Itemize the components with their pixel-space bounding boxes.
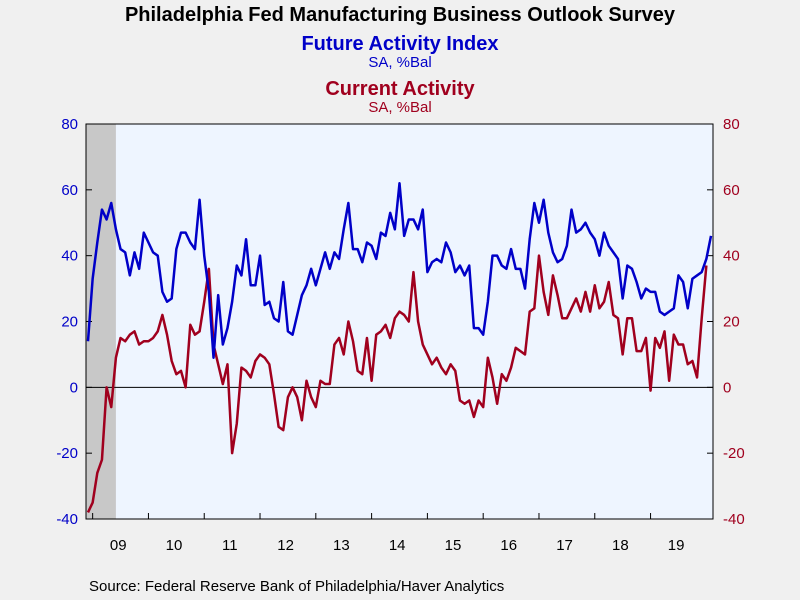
right-tick-label: 80 — [723, 116, 740, 133]
left-tick-label: 40 — [61, 248, 78, 265]
right-tick-label: -20 — [723, 445, 745, 462]
x-tick-label: 11 — [222, 537, 238, 554]
x-tick-label: 13 — [333, 537, 350, 554]
left-tick-label: 0 — [70, 379, 78, 396]
right-tick-label: 0 — [723, 379, 731, 396]
x-tick-label: 19 — [668, 537, 685, 554]
right-tick-label: 20 — [723, 314, 740, 331]
source-note: Source: Federal Reserve Bank of Philadel… — [89, 578, 504, 595]
right-tick-label: 60 — [723, 182, 740, 199]
series-line-current — [86, 254, 708, 513]
right-axis: -40 -20 0 20 40 60 80 — [707, 116, 745, 528]
right-tick-label: 40 — [723, 248, 740, 265]
x-tick-label: 09 — [110, 537, 127, 554]
chart-title: Philadelphia Fed Manufacturing Business … — [125, 4, 676, 26]
x-tick-label: 18 — [612, 537, 629, 554]
left-tick-label: -40 — [56, 511, 78, 528]
series-units-current: SA, %Bal — [368, 99, 431, 116]
x-tick-label: 16 — [500, 537, 517, 554]
x-tick-label: 12 — [277, 537, 294, 554]
x-tick-label: 14 — [389, 537, 406, 554]
x-axis: 09 10 11 12 13 14 15 16 17 18 19 — [92, 513, 685, 554]
series-line-future — [86, 182, 713, 359]
left-tick-label: 20 — [61, 314, 78, 331]
series-title-current: Current Activity — [325, 78, 475, 100]
left-tick-label: 60 — [61, 182, 78, 199]
x-tick-label: 17 — [556, 537, 573, 554]
x-tick-label: 15 — [445, 537, 462, 554]
series-units-future: SA, %Bal — [368, 54, 431, 71]
x-tick-label: 10 — [166, 537, 183, 554]
plot-frame — [85, 123, 714, 520]
series-title-future: Future Activity Index — [301, 33, 498, 55]
left-axis: -40 -20 0 20 40 60 80 — [56, 116, 92, 528]
right-tick-label: -40 — [723, 511, 745, 528]
left-tick-label: 80 — [61, 116, 78, 133]
left-tick-label: -20 — [56, 445, 78, 462]
